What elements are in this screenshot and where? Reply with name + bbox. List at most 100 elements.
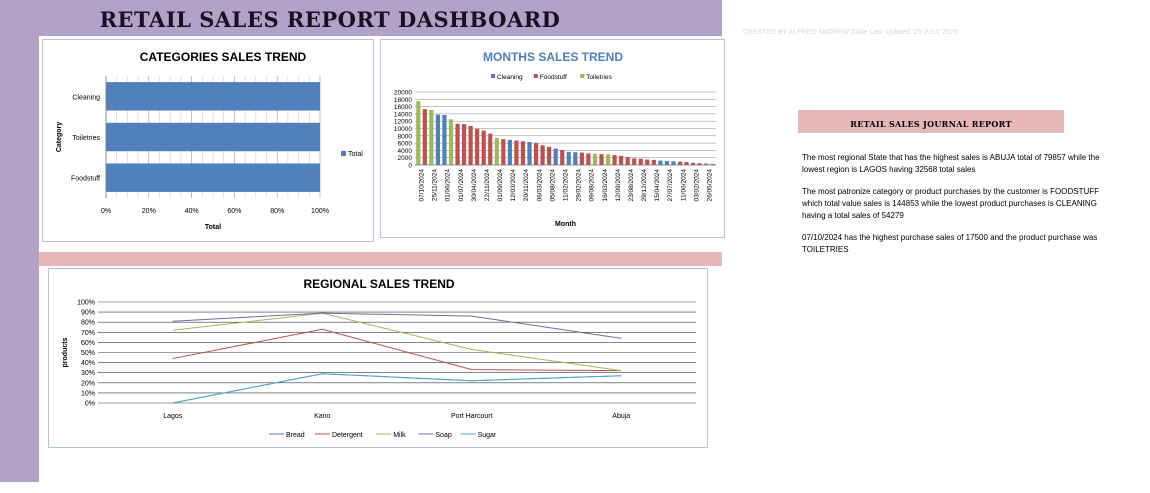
x-tick-label: 25/11/2024 [432,169,439,201]
bar [106,82,320,111]
series-line [172,312,622,372]
bar [514,140,519,165]
x-tick-label: 12/09/2024 [615,169,622,202]
bar [573,152,578,165]
bar [586,153,591,165]
bar [106,122,320,152]
categories-chart-panel[interactable]: CATEGORIES SALES TREND 0% 20% 40% 60% 80% 100%… [42,39,374,242]
x-tick-label: 27/07/2024 [667,169,674,202]
journal-paragraph: The most regional State that has the hig… [802,153,1100,174]
left-frame-band [0,0,39,482]
bar [520,141,526,165]
series-line [172,328,622,372]
x-tick-label: 40% [185,208,199,215]
x-tick-label: 80% [270,208,284,215]
x-tick-label: Port Harcourt [451,413,493,420]
bar [442,114,447,165]
x-tick-label: 26/05/2024 [706,169,713,202]
bar [527,142,532,165]
journal-paragraph: 07/10/2024 has the highest purchase sale… [802,233,1098,254]
y-tick-label: 80% [81,320,95,327]
y-tick-label: 18000 [394,97,412,104]
legend-swatch [580,74,585,78]
bar [560,150,565,165]
bar [704,163,709,165]
bar [481,130,486,165]
y-tick-label: 0% [85,401,95,408]
x-tick-label: 11/06/2024 [680,169,687,201]
category-label: Foodstuff [71,176,100,183]
y-tick-label: 2000 [398,155,413,162]
chart-title: REGIONAL SALES TREND [303,277,454,291]
months-chart-panel[interactable]: MONTHS SALES TREND Cleaning Foodstuff Toile… [380,39,725,238]
bar [422,109,427,165]
y-tick-label: 12000 [394,119,412,126]
bar [605,154,611,165]
x-axis-title: Month [555,221,576,228]
legend-label: Bread [286,432,305,439]
category-label: Cleaning [72,94,100,101]
y-tick-label: 20% [81,380,95,387]
bar [488,133,493,165]
y-axis-title: Category [56,122,63,152]
x-tick-label: Abuja [612,413,630,420]
bar [566,151,571,165]
x-tick-label: 03/02/2024 [693,169,700,202]
bar [625,156,630,165]
x-tick-label: 23/08/2024 [628,169,635,202]
x-tick-label: 60% [227,208,241,215]
x-tick-label: 20/11/2024 [523,169,530,201]
x-tick-label: 05/08/2024 [549,169,556,202]
bar [455,123,460,165]
bar [599,154,604,165]
regional-chart: REGIONAL SALES TREND 0% 10% 20% 30% 40% 50% 60%… [62,277,696,439]
y-tick-label: 14000 [394,111,412,118]
y-tick-label: 20000 [394,90,412,97]
x-tick-label: 07/10/2024 [419,169,426,202]
y-tick-label: 50% [81,350,95,357]
bar [612,155,617,165]
legend-label: Milk [393,432,406,439]
journal-title: RETAIL SALES JOURNAL REPORT [850,119,1012,129]
x-tick-label: 29/12/2024 [641,169,648,202]
bar [579,152,584,165]
bar [475,128,480,165]
bar [448,119,454,165]
journal-header-band [798,110,1064,133]
regional-chart-panel[interactable]: REGIONAL SALES TREND 0% 10% 20% 30% 40% 50% 60%… [48,268,708,448]
x-tick-label: 01/06/2024 [445,169,452,202]
bar [547,146,552,165]
bar [435,114,440,165]
y-tick-label: 10000 [394,126,412,133]
x-tick-label: 15/04/2024 [654,169,661,202]
x-tick-label: 30/04/2024 [471,169,478,202]
y-tick-label: 10% [81,390,95,397]
x-tick-label: 09/08/2024 [589,169,596,202]
bar [468,125,473,165]
y-tick-label: 6000 [398,141,413,148]
category-label: Toiletries [72,135,100,142]
series-line [172,373,622,404]
bar [429,109,434,165]
x-tick-label: 100% [311,208,329,215]
x-tick-label: 16/03/2024 [602,169,609,202]
bar [677,161,683,165]
bar [664,160,670,165]
bar [710,163,715,165]
bar [106,163,320,192]
bar [697,163,702,165]
x-tick-label: 12/03/2024 [510,169,517,202]
dashboard-title: RETAIL SALES REPORT DASHBOARD [99,7,561,32]
x-tick-label: 01/09/2024 [497,169,504,202]
y-tick-label: 60% [81,340,95,347]
bar [671,161,676,165]
y-tick-label: 70% [81,330,95,337]
bar [592,153,598,165]
x-tick-label: 29/02/2024 [576,169,583,202]
months-chart: MONTHS SALES TREND Cleaning Foodstuff Toile… [394,50,716,228]
bar [645,159,650,165]
chart-title: MONTHS SALES TREND [483,50,623,64]
bar [632,158,637,165]
legend-swatch [341,151,346,156]
y-tick-label: 4000 [398,148,413,155]
